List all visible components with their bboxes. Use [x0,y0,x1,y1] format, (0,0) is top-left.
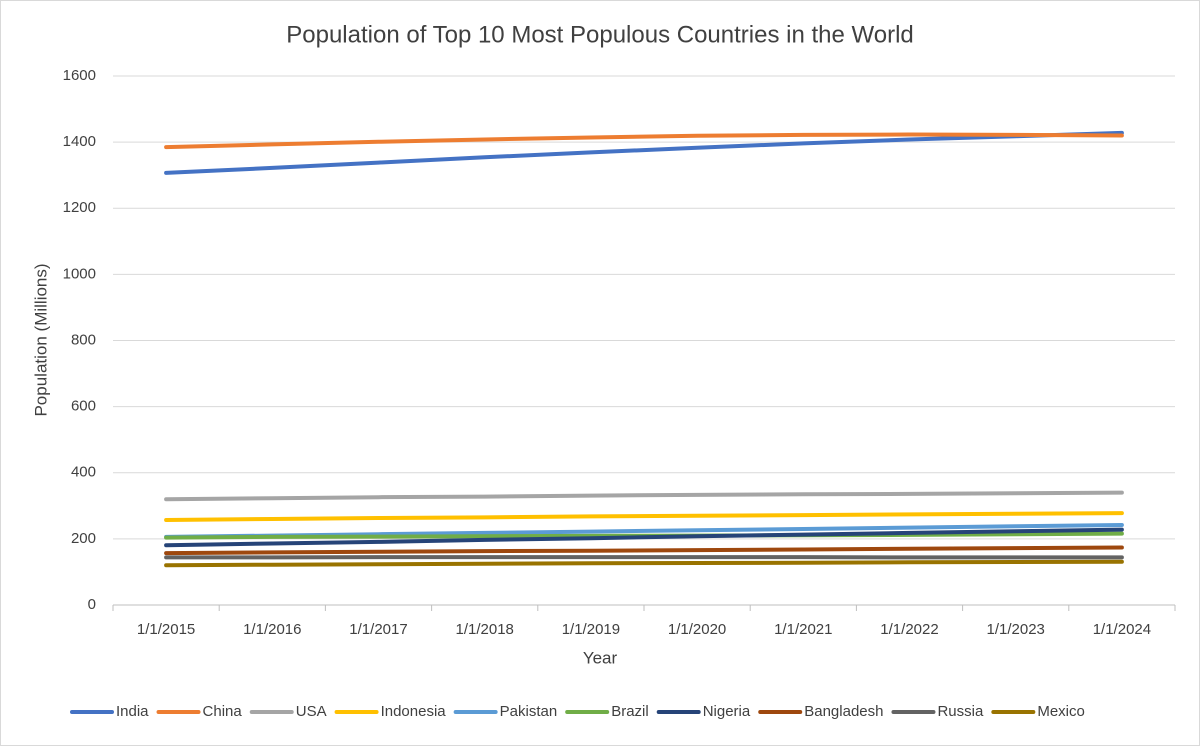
legend-label: Brazil [611,703,649,720]
data-line [164,511,1124,522]
x-tick-label: 1/1/2021 [774,621,832,638]
x-tick-label: 1/1/2016 [243,621,301,638]
legend-label: Mexico [1037,703,1085,720]
x-tick-label: 1/1/2020 [668,621,726,638]
y-tick-label: 800 [71,331,96,348]
y-tick-label: 1400 [63,133,96,150]
x-tick-label: 1/1/2024 [1093,621,1151,638]
legend-label: Indonesia [381,703,447,720]
y-tick-label: 1600 [63,67,96,84]
legend-label: Pakistan [500,703,558,720]
legend-label: Russia [937,703,984,720]
data-line [164,130,1124,175]
y-tick-label: 1200 [63,199,96,216]
data-line [164,527,1124,548]
chart-title: Population of Top 10 Most Populous Count… [286,21,914,48]
y-axis-title: Population (Millions) [31,263,50,416]
x-tick-label: 1/1/2017 [349,621,407,638]
y-tick-label: 600 [71,398,96,415]
data-line [164,545,1124,556]
x-tick-label: 1/1/2023 [987,621,1045,638]
x-tick-label: 1/1/2018 [456,621,514,638]
y-tick-label: 1000 [63,265,96,282]
x-tick-label: 1/1/2015 [137,621,195,638]
x-axis-title: Year [583,648,618,667]
data-line [164,132,1124,150]
data-line [164,490,1124,502]
y-tick-label: 0 [88,596,96,613]
legend-label: Nigeria [703,703,751,720]
y-tick-label: 200 [71,530,96,547]
x-tick-label: 1/1/2022 [880,621,938,638]
legend-label: India [116,703,149,720]
x-tick-label: 1/1/2019 [562,621,620,638]
legend-label: Bangladesh [804,703,883,720]
legend-label: China [203,703,243,720]
legend-label: USA [296,703,327,720]
data-line [164,559,1124,568]
y-tick-label: 400 [71,464,96,481]
